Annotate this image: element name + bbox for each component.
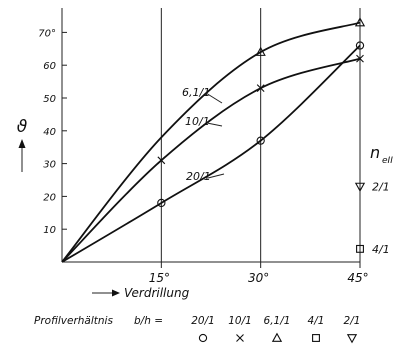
point-20-1-45	[355, 41, 365, 50]
legend-symbol-0	[198, 333, 208, 343]
x-axis-arrow-head	[112, 289, 120, 297]
y-axis-title: ϑ	[17, 117, 28, 137]
curve-label-6-1-1: 6,1/1	[182, 86, 210, 99]
curve-6-1-1	[61, 21, 361, 263]
curve-label-20-1: 20/1	[186, 170, 211, 183]
legend-item-4: 2/1	[344, 315, 361, 327]
point-6-1-1-30	[255, 46, 266, 56]
labels: 10 20 30 40 50 60 70° 15° 30° 45° ϑ Verdrillung 6,1/…	[17, 28, 393, 300]
legend-prefix: Profilverhältnis	[34, 315, 113, 327]
xtick-label-30: 30°	[248, 271, 269, 285]
legend: Profilverhältnis b/h = 20/1 10/1 6,1/1 4/1 2/1	[34, 315, 361, 344]
legend-symbol-3	[312, 334, 320, 342]
ytick-label-50: 50	[43, 94, 56, 105]
point-4-1-45	[356, 244, 364, 253]
x-axis-title: Verdrillung	[124, 286, 190, 300]
side-label-4-1: 4/1	[372, 243, 390, 256]
leader-10-1	[206, 122, 223, 127]
xtick-label-15: 15°	[149, 271, 170, 285]
point-10-1-45	[356, 54, 364, 63]
ytick-label-60: 60	[43, 61, 56, 72]
curves	[61, 21, 361, 263]
right-axis-label: n	[370, 143, 380, 162]
markers	[157, 17, 366, 253]
ytick-label-30: 30	[43, 160, 56, 171]
curve-20-1	[61, 44, 361, 263]
point-6-1-1-45	[354, 17, 366, 27]
point-20-1-15	[157, 198, 166, 208]
legend-expr: b/h =	[134, 315, 163, 327]
right-axis-label-sub: eII	[382, 156, 393, 166]
point-10-1-15	[157, 156, 166, 165]
legend-symbol-2	[271, 332, 283, 342]
y-axis-arrow-head	[18, 139, 26, 148]
point-10-1-45-b	[356, 54, 364, 63]
legend-item-3: 4/1	[308, 315, 325, 327]
leader-6-1-1	[205, 92, 223, 104]
point-10-1-30-b	[256, 84, 265, 93]
legend-item-0: 20/1	[191, 315, 215, 327]
point-10-1-30	[256, 84, 265, 93]
legend-item-1: 10/1	[228, 315, 252, 327]
curve-10-1	[61, 57, 361, 263]
ytick-label-70: 70°	[38, 28, 56, 39]
leader-20-1	[207, 173, 225, 179]
legend-symbol-4	[346, 334, 358, 344]
ytick-label-20: 20	[43, 192, 56, 203]
curve-label-10-1: 10/1	[185, 115, 210, 128]
legend-item-2: 6,1/1	[264, 315, 291, 327]
side-label-2-1: 2/1	[372, 181, 390, 194]
legend-symbol-1	[236, 334, 244, 342]
legend-symbol-1-b	[236, 334, 244, 342]
point-2-1-45	[354, 182, 366, 192]
point-10-1-15-b	[157, 156, 166, 165]
ytick-label-40: 40	[43, 127, 56, 138]
xtick-label-45: 45°	[347, 271, 368, 285]
grid	[61, 8, 361, 268]
ytick-label-10: 10	[43, 225, 56, 236]
point-20-1-30	[256, 136, 265, 145]
